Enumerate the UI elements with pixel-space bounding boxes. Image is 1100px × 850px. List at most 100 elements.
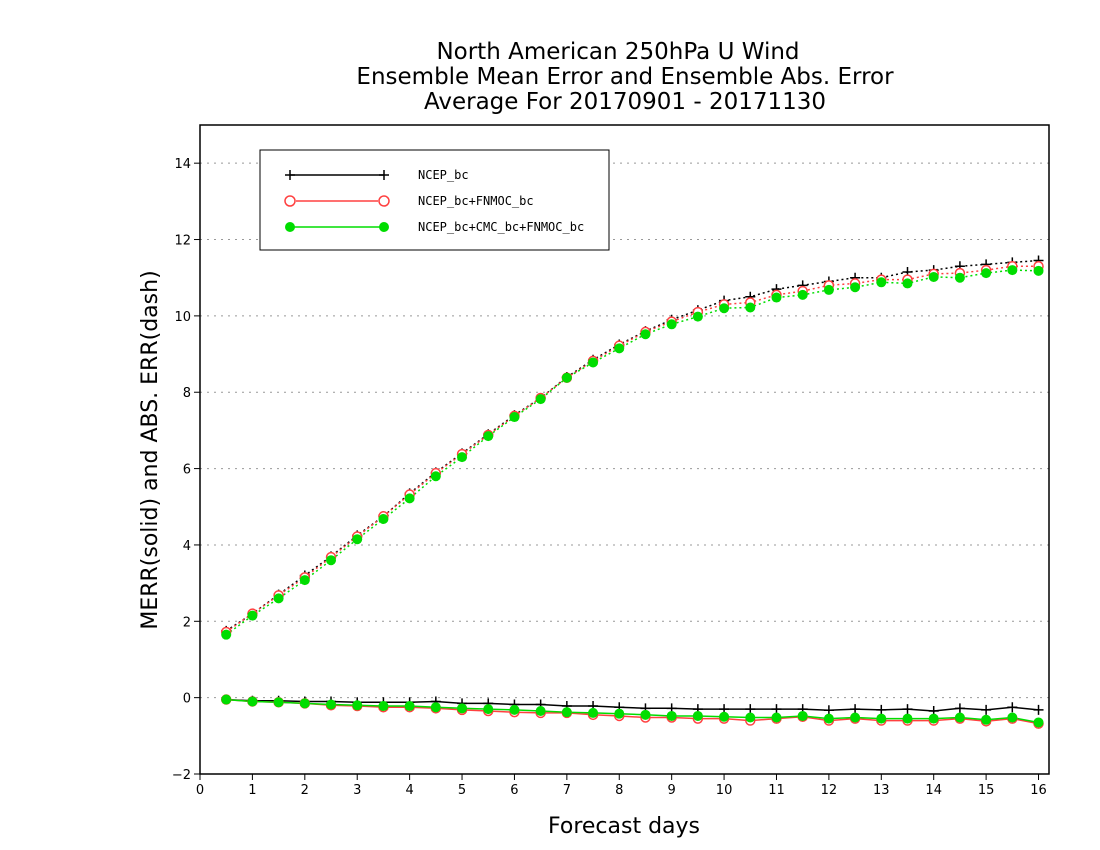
data-point-merr-ncep-bc-cmc-bc-fnmoc-bc <box>1007 712 1018 723</box>
x-tick-label: 13 <box>873 783 890 798</box>
legend-marker-plus-left <box>285 170 295 180</box>
data-point-abs-err-ncep-bc-cmc-bc-fnmoc-bc <box>1007 265 1018 276</box>
data-point-merr-ncep-bc-cmc-bc-fnmoc-bc <box>273 697 284 708</box>
data-point-merr-ncep-bc-cmc-bc-fnmoc-bc <box>247 696 258 707</box>
data-point-merr-ncep-bc-cmc-bc-fnmoc-bc <box>535 706 546 717</box>
data-point-merr-ncep-bc-cmc-bc-fnmoc-bc <box>221 694 232 705</box>
data-point-merr-ncep-bc-cmc-bc-fnmoc-bc <box>719 711 730 722</box>
data-point-merr-ncep-bc <box>954 703 965 714</box>
data-point-abs-err-ncep-bc-cmc-bc-fnmoc-bc <box>221 629 232 640</box>
x-tick-label: 4 <box>405 783 413 798</box>
chart-title-line-3: Average For 20170901 - 20171130 <box>424 89 826 115</box>
data-point-merr-ncep-bc <box>902 704 913 715</box>
chart-title-line-2: Ensemble Mean Error and Ensemble Abs. Er… <box>356 64 894 90</box>
chart-title-line-1: North American 250hPa U Wind <box>436 39 799 65</box>
data-point-merr-ncep-bc-cmc-bc-fnmoc-bc <box>457 703 468 714</box>
data-point-abs-err-ncep-bc-cmc-bc-fnmoc-bc <box>823 284 834 295</box>
data-point-merr-ncep-bc-cmc-bc-fnmoc-bc <box>928 713 939 724</box>
data-point-abs-err-ncep-bc-cmc-bc-fnmoc-bc <box>692 311 703 322</box>
legend-label-ncep-bc-cmc-bc-fnmoc-bc: NCEP_bc+CMC_bc+FNMOC_bc <box>418 220 584 234</box>
y-tick-label: 14 <box>174 157 191 172</box>
data-point-merr-ncep-bc-cmc-bc-fnmoc-bc <box>561 707 572 718</box>
data-point-abs-err-ncep-bc-cmc-bc-fnmoc-bc <box>509 412 520 423</box>
data-point-abs-err-ncep-bc-cmc-bc-fnmoc-bc <box>404 493 415 504</box>
data-point-abs-err-ncep-bc-cmc-bc-fnmoc-bc <box>378 513 389 524</box>
x-tick-label: 15 <box>978 783 995 798</box>
y-tick-label: 4 <box>183 539 191 554</box>
x-tick-label: 16 <box>1030 783 1047 798</box>
legend-marker-open-circle-left <box>284 195 296 207</box>
y-tick-label: 10 <box>174 310 191 325</box>
data-point-merr-ncep-bc-cmc-bc-fnmoc-bc <box>509 704 520 715</box>
x-tick-label: 1 <box>248 783 256 798</box>
data-point-merr-ncep-bc-cmc-bc-fnmoc-bc <box>430 702 441 713</box>
data-point-abs-err-ncep-bc-cmc-bc-fnmoc-bc <box>483 431 494 442</box>
legend-label-ncep-bc: NCEP_bc <box>418 168 469 182</box>
data-point-abs-err-ncep-bc-cmc-bc-fnmoc-bc <box>719 303 730 314</box>
data-point-merr-ncep-bc-cmc-bc-fnmoc-bc <box>483 704 494 715</box>
y-tick-label: 2 <box>183 615 191 630</box>
data-point-merr-ncep-bc <box>745 704 756 715</box>
data-point-merr-ncep-bc <box>1007 702 1018 713</box>
data-point-abs-err-ncep-bc-cmc-bc-fnmoc-bc <box>954 272 965 283</box>
data-point-merr-ncep-bc-cmc-bc-fnmoc-bc <box>850 712 861 723</box>
data-point-merr-ncep-bc-cmc-bc-fnmoc-bc <box>954 712 965 723</box>
data-point-merr-ncep-bc-cmc-bc-fnmoc-bc <box>299 698 310 709</box>
data-point-merr-ncep-bc <box>1033 704 1044 715</box>
legend-box <box>259 149 610 251</box>
data-point-abs-err-ncep-bc-cmc-bc-fnmoc-bc <box>614 343 625 354</box>
data-point-abs-err-ncep-bc-cmc-bc-fnmoc-bc <box>640 329 651 340</box>
data-point-merr-ncep-bc-cmc-bc-fnmoc-bc <box>902 713 913 724</box>
data-point-merr-ncep-bc-cmc-bc-fnmoc-bc <box>404 701 415 712</box>
x-tick-label: 12 <box>821 783 838 798</box>
data-point-merr-ncep-bc-cmc-bc-fnmoc-bc <box>378 701 389 712</box>
x-tick-label: 8 <box>615 783 623 798</box>
y-tick-label: 6 <box>183 463 191 478</box>
legend-item-ncep-bc: NCEP_bc <box>285 168 469 182</box>
data-point-merr-ncep-bc <box>850 704 861 715</box>
data-point-abs-err-ncep-bc-cmc-bc-fnmoc-bc <box>1033 265 1044 276</box>
legend-marker-filled-circle-right <box>379 222 389 232</box>
data-point-abs-err-ncep-bc-cmc-bc-fnmoc-bc <box>561 372 572 383</box>
legend: NCEP_bc NCEP_bc+FNMOC_bc NCEP_bc+CMC_bc+… <box>259 149 610 251</box>
x-tick-label: 2 <box>301 783 309 798</box>
data-point-abs-err-ncep-bc-cmc-bc-fnmoc-bc <box>902 278 913 289</box>
data-point-merr-ncep-bc-cmc-bc-fnmoc-bc <box>640 709 651 720</box>
y-tick-label: −2 <box>172 768 191 783</box>
data-point-abs-err-ncep-bc-cmc-bc-fnmoc-bc <box>981 268 992 279</box>
data-point-abs-err-ncep-bc-cmc-bc-fnmoc-bc <box>876 277 887 288</box>
data-point-merr-ncep-bc-cmc-bc-fnmoc-bc <box>771 712 782 723</box>
x-tick-label: 7 <box>563 783 571 798</box>
x-tick-label: 9 <box>668 783 676 798</box>
data-point-merr-ncep-bc-cmc-bc-fnmoc-bc <box>981 714 992 725</box>
y-axis-title: MERR(solid) and ABS. ERR(dash) <box>138 270 163 629</box>
data-point-merr-ncep-bc-cmc-bc-fnmoc-bc <box>876 713 887 724</box>
data-point-merr-ncep-bc-cmc-bc-fnmoc-bc <box>797 710 808 721</box>
x-tick-label: 0 <box>196 783 204 798</box>
data-point-abs-err-ncep-bc-cmc-bc-fnmoc-bc <box>352 534 363 545</box>
data-point-abs-err-ncep-bc-cmc-bc-fnmoc-bc <box>745 302 756 313</box>
plot-frame <box>199 124 1050 775</box>
plot-series <box>220 255 1044 729</box>
data-point-abs-err-ncep-bc-cmc-bc-fnmoc-bc <box>247 610 258 621</box>
data-point-merr-ncep-bc-cmc-bc-fnmoc-bc <box>1033 717 1044 728</box>
data-point-merr-ncep-bc <box>981 704 992 715</box>
y-tick-label: 0 <box>183 692 191 707</box>
x-tick-label: 11 <box>768 783 785 798</box>
data-point-abs-err-ncep-bc-cmc-bc-fnmoc-bc <box>273 593 284 604</box>
data-point-merr-ncep-bc <box>876 704 887 715</box>
data-point-merr-ncep-bc-cmc-bc-fnmoc-bc <box>666 710 677 721</box>
data-point-merr-ncep-bc <box>771 704 782 715</box>
data-point-merr-ncep-bc-cmc-bc-fnmoc-bc <box>352 700 363 711</box>
legend-marker-plus-right <box>379 170 389 180</box>
x-tick-label: 3 <box>353 783 361 798</box>
data-point-abs-err-ncep-bc-cmc-bc-fnmoc-bc <box>430 471 441 482</box>
data-point-abs-err-ncep-bc-cmc-bc-fnmoc-bc <box>771 292 782 303</box>
legend-item-ncep-bc-fnmoc-bc: NCEP_bc+FNMOC_bc <box>284 194 534 208</box>
data-point-merr-ncep-bc-cmc-bc-fnmoc-bc <box>745 712 756 723</box>
data-point-merr-ncep-bc <box>823 705 834 716</box>
series-line-abs-err-ncep-bc <box>225 259 1039 632</box>
data-point-merr-ncep-bc-cmc-bc-fnmoc-bc <box>614 708 625 719</box>
